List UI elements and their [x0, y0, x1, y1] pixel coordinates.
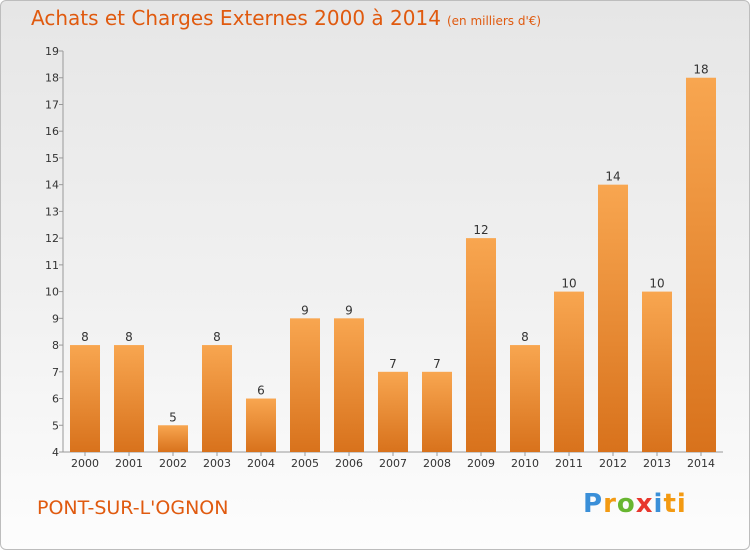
proxiti-logo[interactable]: Proxiti: [583, 489, 687, 519]
bars: [70, 77, 716, 452]
bar: [158, 425, 188, 452]
chart-subtitle: (en milliers d'€): [446, 14, 542, 28]
x-tick-label: 2003: [203, 457, 231, 470]
x-tick-label: 2012: [599, 457, 627, 470]
bar: [290, 318, 320, 452]
bar: [202, 345, 232, 452]
x-tick-label: 2005: [291, 457, 319, 470]
y-tick-label: 11: [45, 259, 59, 272]
data-label: 9: [301, 303, 309, 317]
x-tick-label: 2006: [335, 457, 363, 470]
y-tick-label: 13: [45, 205, 59, 218]
y-tick-label: 5: [52, 419, 59, 432]
x-tick-label: 2004: [247, 457, 275, 470]
y-tick-label: 8: [52, 339, 59, 352]
bar: [598, 184, 628, 452]
y-tick-label: 18: [45, 72, 59, 85]
logo-letter: r: [603, 489, 617, 519]
data-label: 7: [433, 357, 441, 371]
y-tick-label: 10: [45, 286, 59, 299]
data-label: 18: [693, 63, 708, 77]
data-label: 8: [521, 330, 529, 344]
data-label: 7: [389, 357, 397, 371]
commune-name: PONT-SUR-L'OGNON: [37, 497, 229, 519]
chart-title-text: Achats et Charges Externes 2000 à 2014: [31, 6, 441, 30]
y-tick-label: 17: [45, 98, 59, 111]
logo-letter: ti: [663, 489, 687, 519]
y-tick-label: 15: [45, 152, 59, 165]
data-label: 10: [561, 277, 576, 291]
y-tick-label: 6: [52, 393, 59, 406]
data-label: 8: [125, 330, 133, 344]
y-tick-label: 4: [52, 446, 59, 459]
x-tick-label: 2013: [643, 457, 671, 470]
bar: [554, 291, 584, 452]
data-label: 8: [81, 330, 89, 344]
x-tick-label: 2014: [687, 457, 715, 470]
x-tick-label: 2000: [71, 457, 99, 470]
logo-letter: i: [653, 489, 664, 519]
x-tick-label: 2002: [159, 457, 187, 470]
data-label: 8: [213, 330, 221, 344]
bar: [334, 318, 364, 452]
bar: [510, 345, 540, 452]
bar: [378, 371, 408, 452]
data-labels: 8 8 5 8 6 9 9 7 7 12 8 10 14 10 18: [81, 63, 708, 425]
bar: [466, 238, 496, 452]
data-label: 14: [605, 170, 620, 184]
y-tick-label: 16: [45, 125, 59, 138]
x-tick-label: 2007: [379, 457, 407, 470]
x-tick-label: 2008: [423, 457, 451, 470]
logo-letter: x: [635, 489, 654, 519]
bar: [686, 77, 716, 452]
bar: [70, 345, 100, 452]
x-tick-label: 2009: [467, 457, 495, 470]
data-label: 9: [345, 303, 353, 317]
bar: [642, 291, 672, 452]
data-label: 10: [649, 277, 664, 291]
axes: 4 5 6 7 8 9 10 11 12 13 14 15 16 17 18 19 2000 2001 2002 20…: [45, 45, 723, 470]
data-label: 6: [257, 384, 265, 398]
y-tick-label: 7: [52, 366, 59, 379]
data-label: 5: [169, 410, 177, 424]
bar: [114, 345, 144, 452]
bar: [422, 371, 452, 452]
y-tick-label: 14: [45, 179, 59, 192]
logo-letter: o: [616, 489, 636, 519]
bar: [246, 398, 276, 452]
x-tick-label: 2011: [555, 457, 583, 470]
data-label: 12: [473, 223, 488, 237]
x-tick-label: 2010: [511, 457, 539, 470]
chart-title: Achats et Charges Externes 2000 à 2014 (e…: [31, 6, 541, 30]
y-tick-label: 9: [52, 312, 59, 325]
x-tick-label: 2001: [115, 457, 143, 470]
y-tick-label: 12: [45, 232, 59, 245]
logo-letter: P: [583, 489, 604, 519]
y-tick-label: 19: [45, 45, 59, 58]
